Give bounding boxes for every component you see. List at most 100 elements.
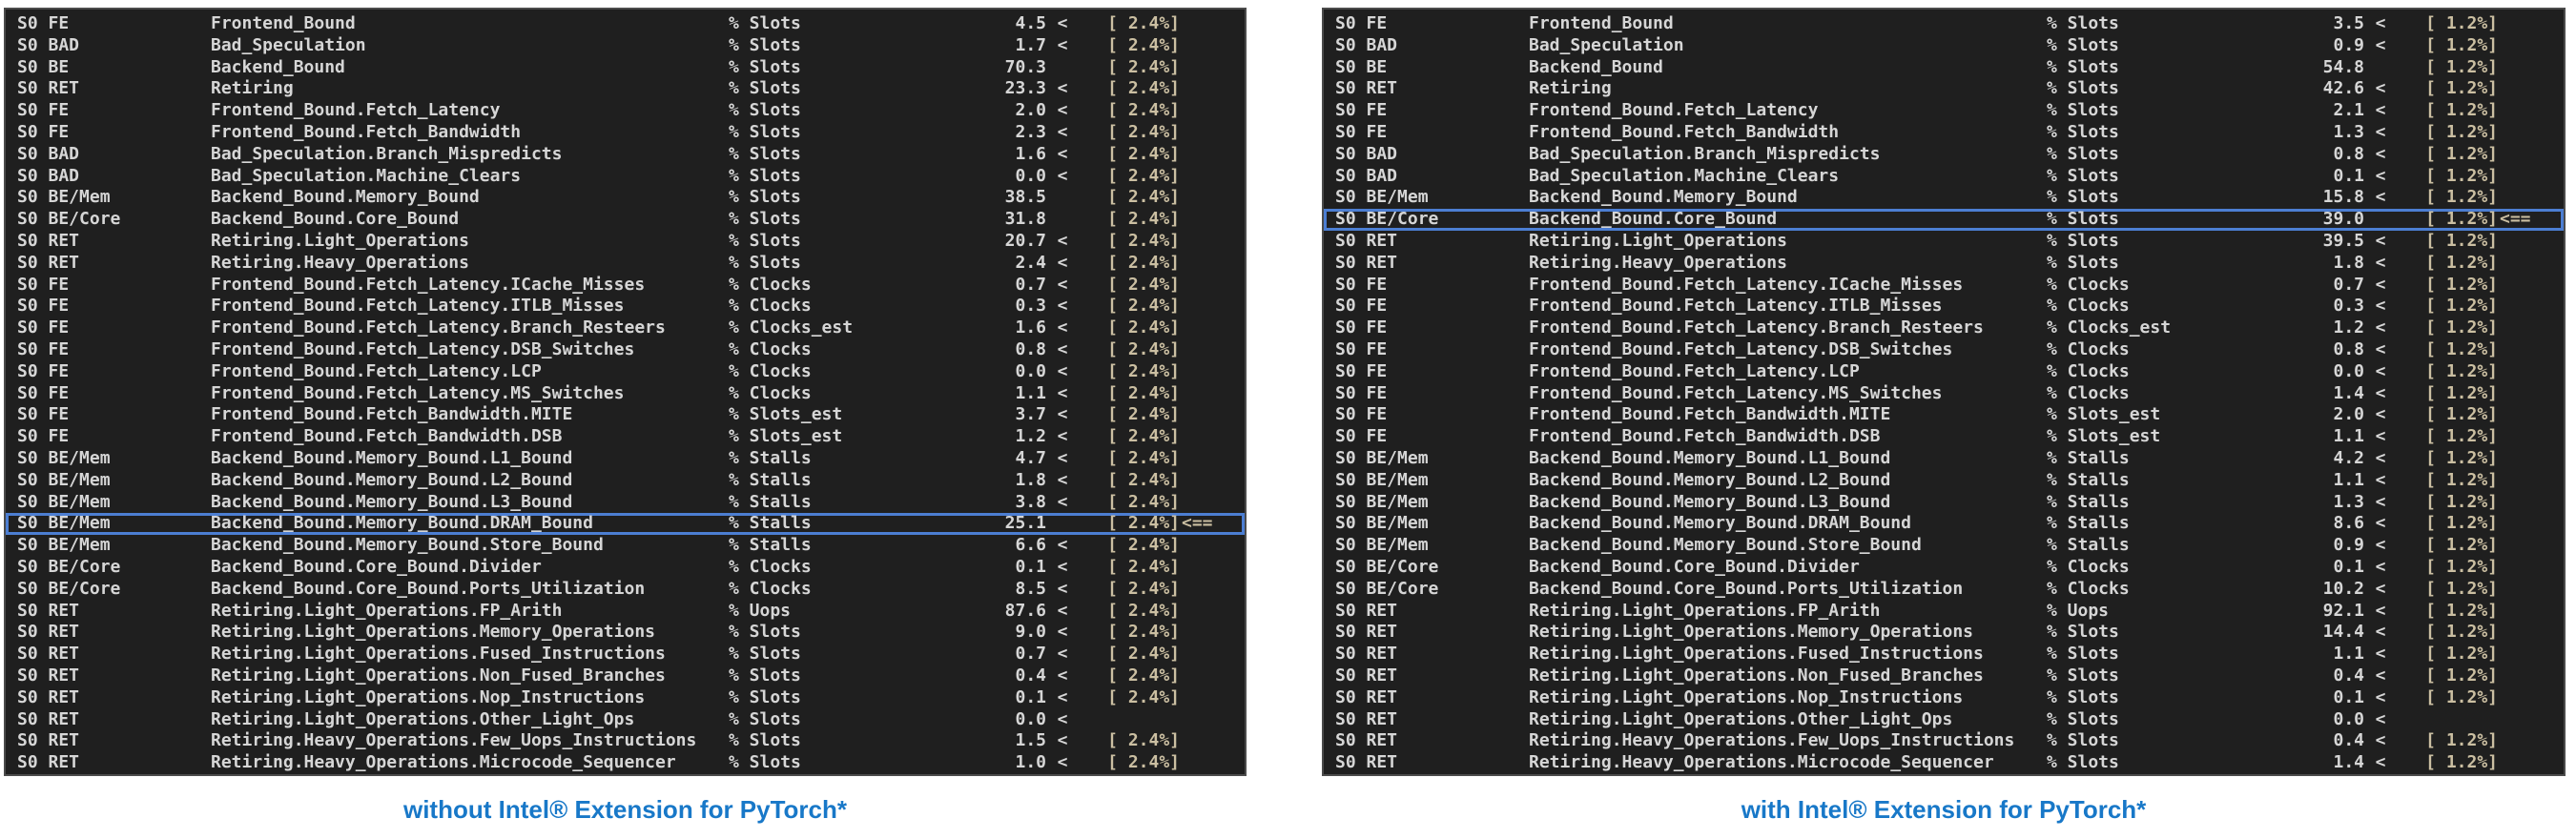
row-hotspot-marker — [2498, 404, 2564, 426]
row-hotspot-marker — [1180, 404, 1245, 426]
row-unit: % Uops — [729, 600, 792, 621]
row-value: 1.1 — [1015, 382, 1046, 403]
row-metric-name: Retiring.Heavy_Operations.Few_Uops_Instr… — [1529, 730, 2015, 751]
row-category: S0 FE — [1335, 360, 1388, 381]
row-below-flag: < — [2375, 187, 2386, 208]
row-metric-name: Backend_Bound.Core_Bound.Ports_Utilizati… — [211, 578, 646, 599]
table-row: S0 RET Retiring.Heavy_Operations % Slots… — [6, 253, 1245, 275]
row-below-flag: < — [2375, 708, 2386, 729]
row-below-flag: < — [1057, 665, 1068, 686]
row-threshold: [ 2.4%] — [1107, 165, 1180, 186]
row-metric-name: Bad_Speculation.Machine_Clears — [211, 165, 522, 186]
row-metric-name: Retiring.Light_Operations.Nop_Instructio… — [1529, 686, 1964, 707]
row-unit: % Slots — [2047, 708, 2119, 729]
row-metric-name: Retiring.Heavy_Operations — [211, 252, 469, 273]
row-category: S0 FE — [17, 296, 70, 317]
row-unit: % Slots — [729, 752, 801, 773]
row-hotspot-marker — [2498, 492, 2564, 514]
row-below-flag: < — [2375, 338, 2386, 359]
table-row: S0 RET Retiring.Light_Operations.FP_Arit… — [1324, 601, 2564, 623]
row-category: S0 FE — [1335, 13, 1388, 33]
row-category: S0 RET — [17, 230, 80, 251]
row-metric-name: Backend_Bound.Memory_Bound.DRAM_Bound — [1529, 513, 1911, 534]
row-hotspot-marker — [2498, 78, 2564, 100]
row-hotspot-marker — [2498, 253, 2564, 275]
row-threshold: [ 2.4%] — [1107, 121, 1180, 142]
row-below-flag: < — [1057, 360, 1068, 381]
row-hotspot-marker — [1180, 535, 1245, 557]
row-value: 1.8 — [2333, 252, 2364, 273]
row-below-flag: < — [2375, 230, 2386, 251]
row-unit: % Stalls — [2047, 491, 2130, 512]
row-unit: % Slots — [2047, 143, 2119, 164]
row-unit: % Slots — [2047, 209, 2119, 230]
row-threshold: [ 2.4%] — [1107, 752, 1180, 773]
table-row: S0 RET Retiring.Light_Operations.Fused_I… — [1324, 644, 2564, 665]
table-row: S0 FE Frontend_Bound.Fetch_Latency % Slo… — [6, 100, 1245, 122]
row-metric-name: Frontend_Bound.Fetch_Bandwidth — [211, 121, 522, 142]
table-row: S0 RET Retiring.Light_Operations % Slots… — [1324, 231, 2564, 253]
row-below-flag: < — [2375, 730, 2386, 751]
row-hotspot-marker — [2498, 275, 2564, 297]
row-hotspot-marker — [1180, 339, 1245, 361]
row-metric-name: Frontend_Bound — [211, 13, 356, 33]
row-hotspot-marker — [1180, 275, 1245, 297]
table-row: S0 FE Frontend_Bound.Fetch_Latency % Slo… — [1324, 100, 2564, 122]
row-hotspot-marker — [1180, 687, 1245, 709]
row-unit: % Stalls — [729, 513, 812, 534]
table-row: S0 BE/Mem Backend_Bound.Memory_Bound.L2_… — [6, 470, 1245, 492]
row-threshold: [ 1.2%] — [2425, 13, 2498, 33]
row-hotspot-marker — [1180, 557, 1245, 579]
row-value: 0.4 — [1015, 665, 1046, 686]
row-hotspot-marker — [2498, 709, 2564, 731]
row-value: 39.0 — [2322, 209, 2364, 230]
row-hotspot-marker — [1180, 209, 1245, 231]
row-unit: % Slots_est — [2047, 404, 2161, 425]
row-unit: % Stalls — [729, 535, 812, 556]
row-threshold: [ 2.4%] — [1107, 230, 1180, 251]
row-threshold: [ 2.4%] — [1107, 491, 1180, 512]
row-metric-name: Bad_Speculation.Branch_Mispredicts — [1529, 143, 1881, 164]
row-unit: % Stalls — [729, 491, 812, 512]
row-metric-name: Frontend_Bound.Fetch_Latency.LCP — [211, 360, 542, 381]
row-category: S0 RET — [1335, 230, 1398, 251]
row-unit: % Stalls — [2047, 447, 2130, 468]
row-below-flag: < — [2375, 317, 2386, 338]
row-value: 1.3 — [2333, 121, 2364, 142]
table-row: S0 BAD Bad_Speculation % Slots 1.7 < [ 2… — [6, 35, 1245, 57]
row-category: S0 RET — [17, 600, 80, 621]
table-row: S0 BE/Mem Backend_Bound.Memory_Bound % S… — [6, 187, 1245, 209]
row-hotspot-marker — [2498, 513, 2564, 535]
row-category: S0 BE/Core — [17, 578, 121, 599]
row-metric-name: Backend_Bound.Memory_Bound.Store_Bound — [211, 535, 604, 556]
row-category: S0 RET — [1335, 730, 1398, 751]
row-value: 42.6 — [2322, 78, 2364, 99]
row-below-flag: < — [1057, 121, 1068, 142]
row-category: S0 RET — [1335, 665, 1398, 686]
table-row: S0 BE/Core Backend_Bound.Core_Bound.Port… — [1324, 579, 2564, 601]
row-metric-name: Retiring.Heavy_Operations — [1529, 252, 1787, 273]
table-row: S0 RET Retiring.Light_Operations.Fused_I… — [6, 644, 1245, 665]
row-metric-name: Retiring.Heavy_Operations.Few_Uops_Instr… — [211, 730, 697, 751]
row-metric-name: Retiring.Light_Operations.Memory_Operati… — [211, 622, 655, 643]
row-metric-name: Retiring.Light_Operations.Non_Fused_Bran… — [1529, 665, 1984, 686]
row-category: S0 BE/Mem — [17, 513, 111, 534]
row-category: S0 BE/Core — [1335, 578, 1439, 599]
row-below-flag: < — [2375, 143, 2386, 164]
row-threshold: [ 2.4%] — [1107, 187, 1180, 208]
row-hotspot-marker — [2498, 100, 2564, 122]
row-threshold: [ 2.4%] — [1107, 665, 1180, 686]
row-value: 8.5 — [1015, 578, 1046, 599]
row-threshold: [ 2.4%] — [1107, 686, 1180, 707]
table-row: S0 BE/Mem Backend_Bound.Memory_Bound.L3_… — [6, 492, 1245, 514]
row-unit: % Uops — [2047, 600, 2110, 621]
row-metric-name: Retiring.Light_Operations.Nop_Instructio… — [211, 686, 646, 707]
table-row: S0 BE/Core Backend_Bound.Core_Bound % Sl… — [1324, 209, 2564, 231]
row-below-flag: < — [1057, 317, 1068, 338]
table-row: S0 RET Retiring.Light_Operations.Nop_Ins… — [1324, 687, 2564, 709]
row-category: S0 BAD — [17, 165, 80, 186]
row-metric-name: Retiring.Light_Operations.Fused_Instruct… — [211, 644, 666, 665]
row-threshold: [ 2.4%] — [1107, 78, 1180, 99]
row-value: 38.5 — [1004, 187, 1046, 208]
row-category: S0 RET — [17, 644, 80, 665]
